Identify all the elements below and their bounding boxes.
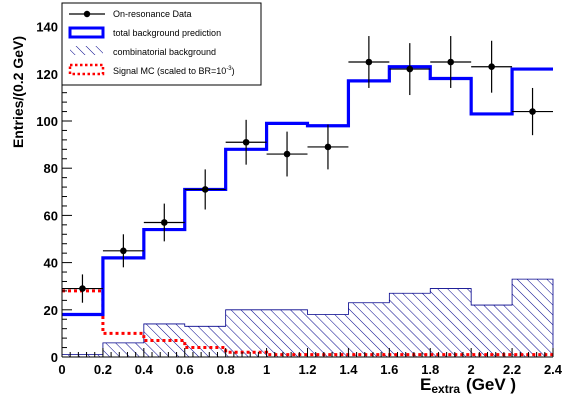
x-axis-title-unit: (GeV ) — [466, 375, 516, 394]
y-axis-title: Entries/(0.2 GeV) — [10, 36, 26, 148]
data-point — [120, 247, 127, 255]
legend-entry-data: On-resonance Data — [69, 9, 192, 19]
x-tick-label: 1 — [263, 362, 270, 377]
legend-data-marker — [83, 10, 91, 18]
x-tick-label: 0 — [58, 362, 65, 377]
y-tick-label: 40 — [44, 256, 58, 271]
data-point — [406, 65, 414, 73]
comb-bkg-bin — [62, 354, 103, 357]
legend-total-bkg-swatch — [68, 26, 105, 39]
comb-bkg-bin — [389, 293, 431, 357]
data-point — [529, 108, 536, 115]
legend-signal-tail: ) — [232, 66, 235, 76]
x-tick-label: 2.2 — [503, 362, 521, 377]
comb-bkg-bin — [184, 326, 226, 357]
comb-bkg-bin — [102, 342, 144, 357]
legend-label-total-bkg: total background prediction — [113, 28, 221, 38]
total-bkg-step — [62, 65, 553, 317]
x-tick-label: 2.4 — [544, 362, 563, 377]
legend-signal-sup: -3 — [226, 66, 232, 72]
legend-entry-signal: Signal MC (scaled to BR=10-3) — [68, 63, 235, 76]
data-point — [242, 138, 250, 146]
comb-bkg-bin — [512, 279, 553, 357]
comb-bkg-outline — [61, 278, 554, 357]
legend: On-resonance Data total background predi… — [61, 2, 262, 86]
data-point — [324, 143, 332, 151]
x-tick-label: 1.4 — [339, 362, 358, 377]
comb-bkg-bin — [348, 302, 390, 357]
x-tick-label: 0.4 — [135, 362, 154, 377]
data-point — [283, 150, 291, 158]
x-axis-title-main: E — [420, 375, 431, 394]
y-tick-label: 20 — [44, 303, 58, 318]
x-tick-label: 2 — [468, 362, 475, 377]
legend-label-comb-bkg: combinatorial background — [113, 47, 216, 57]
data-point — [79, 285, 86, 292]
comb-bkg-bin — [471, 305, 513, 357]
data-point — [201, 186, 209, 193]
x-tick-label: 1.8 — [421, 362, 439, 377]
x-tick-label: 0.2 — [94, 362, 112, 377]
y-tick-label: 60 — [44, 208, 58, 223]
y-tick-label: 140 — [36, 20, 58, 35]
data-point — [160, 219, 168, 226]
plot-area: 0 0.2 0.4 0.6 0.8 1 1.2 1.4 1.6 1.8 2 2.2 2.4 0 20 40 60… — [36, 3, 563, 377]
legend-label-data: On-resonance Data — [113, 9, 192, 19]
legend-signal-swatch — [68, 63, 105, 76]
comb-bkg-bin — [307, 314, 349, 357]
comb-bkg-bin — [430, 288, 472, 357]
x-tick-label: 1.6 — [380, 362, 398, 377]
y-tick-label: 80 — [44, 161, 58, 176]
x-axis-title-sub: extra — [431, 382, 460, 394]
legend-entry-total-bkg: total background prediction — [68, 26, 221, 39]
x-axis-title: Eextra (GeV ) — [420, 375, 516, 394]
legend-signal-text: Signal MC (scaled to BR=10 — [113, 66, 226, 76]
comb-bkg-bin — [266, 309, 308, 357]
y-tick-label: 120 — [36, 67, 58, 82]
legend-label-signal: Signal MC (scaled to BR=10-3) — [113, 66, 235, 76]
y-tick-label: 0 — [51, 350, 58, 365]
x-tick-label: 1.2 — [298, 362, 316, 377]
legend-entry-comb-bkg: combinatorial background — [70, 46, 216, 57]
data-point — [365, 58, 373, 66]
legend-comb-bkg-swatch — [70, 46, 103, 55]
data-point — [447, 58, 455, 66]
comb-bkg-bin — [225, 309, 267, 357]
x-tick-label: 0.8 — [217, 362, 235, 377]
data-point — [488, 63, 495, 71]
x-tick-label: 0.6 — [176, 362, 194, 377]
legend-box — [61, 2, 262, 86]
signal-mc-step — [62, 289, 553, 357]
y-tick-label: 100 — [36, 114, 58, 129]
